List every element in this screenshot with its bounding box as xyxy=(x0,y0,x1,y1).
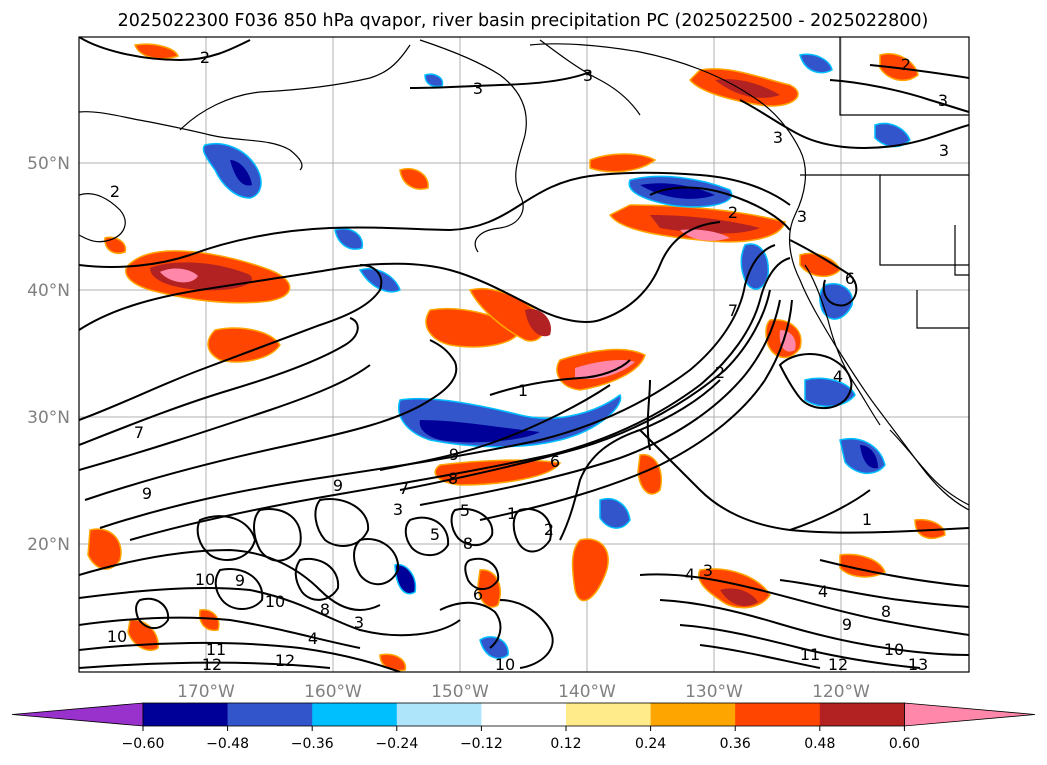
contour-label: 2 xyxy=(110,182,120,201)
lat-label: 30°N xyxy=(27,408,70,428)
lat-label: 50°N xyxy=(27,154,70,174)
lon-label: 120°W xyxy=(812,682,870,702)
contour-label: 7 xyxy=(134,423,144,442)
contour-label: 3 xyxy=(939,141,949,160)
contour-label: 1 xyxy=(507,504,517,523)
colorbar-tick-label: −0.60 xyxy=(122,736,165,752)
colorbar-tick-label: 0.48 xyxy=(804,736,835,752)
contour-label: 12 xyxy=(275,651,295,670)
contour-label: 8 xyxy=(320,600,330,619)
contour-label: 3 xyxy=(393,500,403,519)
contour-label: 6 xyxy=(550,452,560,471)
contour-label: 2 xyxy=(715,363,725,382)
colorbar-ticks: −0.60 −0.48 −0.36 −0.24 −0.12 0.12 0.24 0.36 0.4… xyxy=(122,726,920,752)
colorbar-extend-max xyxy=(904,702,1036,727)
contour-label: 3 xyxy=(473,79,483,98)
qvapor-contours xyxy=(79,37,969,672)
contour-label: 9 xyxy=(449,445,459,464)
lon-label: 150°W xyxy=(431,682,489,702)
colorbar-tick-label: 0.36 xyxy=(720,736,751,752)
contour-label: 6 xyxy=(845,269,855,288)
contour-label: 6 xyxy=(473,585,483,604)
contour-label: 11 xyxy=(206,640,226,659)
colorbar-swatch xyxy=(566,703,652,726)
contour-label: 12 xyxy=(202,655,222,674)
colorbar-tick-label: −0.36 xyxy=(291,736,334,752)
contour-label: 8 xyxy=(881,602,891,621)
contour-label: 10 xyxy=(195,570,215,589)
contour-label: 4 xyxy=(685,565,695,584)
colorbar-swatch xyxy=(312,703,398,726)
colorbar-swatch xyxy=(735,703,821,726)
contour-label: 3 xyxy=(354,613,364,632)
contour-label: 9 xyxy=(235,571,245,590)
colorbar-swatch xyxy=(819,703,905,726)
contour-label: 10 xyxy=(265,592,285,611)
contour-label: 4 xyxy=(833,367,843,386)
contour-label: 13 xyxy=(908,655,928,674)
contour-label: 4 xyxy=(818,582,828,601)
colorbar-tick-label: −0.24 xyxy=(375,736,418,752)
contour-label: 2 xyxy=(544,520,554,539)
contour-label: 2 xyxy=(901,55,911,74)
lat-label: 20°N xyxy=(27,535,70,555)
colorbar-tick-label: 0.24 xyxy=(635,736,666,752)
colorbar-tick-label: −0.12 xyxy=(460,736,503,752)
contour-label: 1 xyxy=(862,510,872,529)
contour-label: 9 xyxy=(842,615,852,634)
colorbar-extend-min xyxy=(11,702,144,727)
colorbar-tick-label: −0.48 xyxy=(206,736,249,752)
contour-label: 8 xyxy=(463,534,473,553)
colorbar-tick-label: 0.12 xyxy=(550,736,581,752)
contour-label: 2 xyxy=(728,203,738,222)
contour-label: 11 xyxy=(800,645,820,664)
contour-label: 7 xyxy=(399,479,409,498)
contour-label: 3 xyxy=(583,66,593,85)
longitude-labels: 170°W 160°W 150°W 140°W 130°W 120°W xyxy=(177,682,870,702)
colorbar-swatch xyxy=(227,703,313,726)
colorbar-swatch xyxy=(481,703,567,726)
map-frame xyxy=(78,36,970,673)
colorbar-swatches xyxy=(11,702,1036,727)
lon-label: 140°W xyxy=(558,682,616,702)
contour-label: 12 xyxy=(828,655,848,674)
contour-label: 5 xyxy=(460,501,470,520)
lon-label: 170°W xyxy=(177,682,235,702)
contour-label: 7 xyxy=(728,301,738,320)
figure-title: 2025022300 F036 850 hPa qvapor, river ba… xyxy=(118,11,929,31)
contour-label: 2 xyxy=(200,48,210,67)
contour-label: 10 xyxy=(107,627,127,646)
contour-label: 4 xyxy=(308,629,318,648)
map-panel: 2 3 3 3 2 3 3 2 2 3 6 1 2 4 7 7 9 8 9 6 xyxy=(78,36,970,674)
contour-label: 3 xyxy=(938,91,948,110)
colorbar-tick-label: 0.60 xyxy=(889,736,920,752)
contour-label: 9 xyxy=(142,484,152,503)
colorbar-swatch xyxy=(396,703,482,726)
contour-label: 1 xyxy=(518,381,528,400)
contour-label: 10 xyxy=(495,655,515,674)
colorbar-frame xyxy=(142,702,905,727)
contour-label: 5 xyxy=(430,525,440,544)
contour-label: 10 xyxy=(884,640,904,659)
colorbar-swatch xyxy=(650,703,736,726)
colorbar-swatch xyxy=(143,703,229,726)
contour-labels: 2 3 3 3 2 3 3 2 2 3 6 1 2 4 7 7 9 8 9 6 xyxy=(107,48,949,674)
contour-label: 8 xyxy=(448,469,458,488)
contour-label: 3 xyxy=(703,561,713,580)
colorbar: −0.60 −0.48 −0.36 −0.24 −0.12 0.12 0.24 0.36 0.4… xyxy=(11,702,1036,752)
contour-label: 3 xyxy=(797,207,807,226)
latitude-labels: 50°N 40°N 30°N 20°N xyxy=(27,154,70,555)
lat-label: 40°N xyxy=(27,281,70,301)
coastlines xyxy=(79,37,969,511)
contour-label: 9 xyxy=(333,476,343,495)
lon-label: 130°W xyxy=(685,682,743,702)
contour-label: 3 xyxy=(773,128,783,147)
lon-label: 160°W xyxy=(304,682,362,702)
